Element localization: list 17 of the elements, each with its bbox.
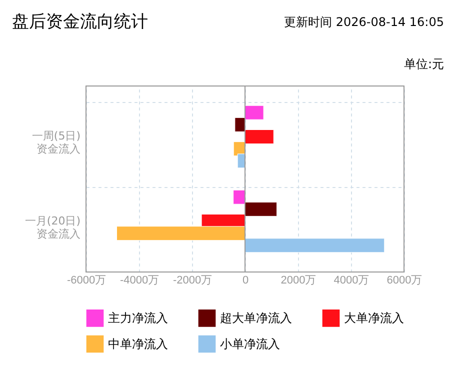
y-tick-label: 一周(5日) 资金流入 [32,130,80,156]
x-tick-label: 0 [242,274,249,286]
x-tick-label: 6000万 [386,274,422,286]
legend-label: 超大单净流入 [220,311,292,326]
x-tick-label: -2000万 [172,274,212,286]
chart-title: 盘后资金流向统计 [12,12,148,32]
legend-label: 主力净流入 [108,311,168,326]
x-tick-label: -6000万 [66,274,106,286]
y-tick-label: 一月(20日) 资金流入 [24,214,80,240]
x-tick-label: 2000万 [280,274,316,286]
text: 更新时间 2026-08-14 16:05 [284,15,444,29]
legend-label: 中单净流入 [108,337,168,351]
legend-label: 小单净流入 [220,337,280,351]
text: 单位:元 [404,57,444,71]
x-tick-label: 4000万 [334,274,370,286]
legend-label: 大单净流入 [344,311,404,326]
x-tick-label: -4000万 [120,274,160,286]
